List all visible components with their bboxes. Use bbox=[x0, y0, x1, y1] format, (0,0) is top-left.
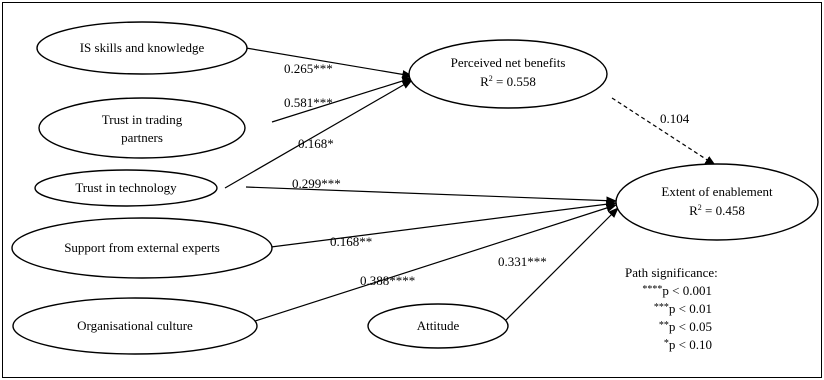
path-labels: 0.265*** 0.581*** 0.168* 0.299*** 0.168*… bbox=[284, 61, 690, 288]
node-benefits-label: Perceived net benefits bbox=[451, 55, 566, 70]
significance-text: p < 0.01 bbox=[669, 301, 712, 316]
node-enablement-r2-value: 0.458 bbox=[716, 203, 745, 218]
edge-is-skills-to-benefits bbox=[245, 47, 414, 79]
node-support-label: Support from external experts bbox=[64, 240, 220, 255]
path-label-benefits-enablement: 0.104 bbox=[660, 111, 690, 126]
node-culture: Organisational culture bbox=[12, 297, 258, 355]
significance-stars: *** bbox=[654, 302, 669, 313]
node-enablement: Extent of enablement R2 = 0.458 bbox=[615, 163, 819, 241]
significance-level: **p < 0.05 bbox=[659, 319, 712, 334]
node-trust-tech: Trust in technology bbox=[34, 169, 218, 207]
path-label-trust-tech-enablement: 0.299*** bbox=[292, 176, 341, 191]
node-trust-partners-label-1: Trust in trading bbox=[102, 112, 183, 127]
edge-culture-to-enablement bbox=[245, 203, 618, 325]
node-trust-partners: Trust in trading partners bbox=[38, 97, 246, 159]
edge-trust-tech-to-benefits bbox=[224, 79, 413, 189]
significance-stars: **** bbox=[642, 284, 662, 295]
significance-text: p < 0.001 bbox=[662, 283, 712, 298]
node-trust-tech-label: Trust in technology bbox=[75, 180, 177, 195]
significance-text: p < 0.10 bbox=[669, 337, 712, 352]
edge-support-to-enablement bbox=[270, 199, 618, 248]
node-attitude: Attitude bbox=[367, 303, 509, 349]
significance-stars: * bbox=[664, 338, 669, 349]
significance-level: ****p < 0.001 bbox=[642, 283, 712, 298]
edge-trust-tech-to-enablement bbox=[245, 186, 618, 205]
node-benefits-r2: R2 = 0.558 bbox=[480, 74, 536, 89]
node-attitude-label: Attitude bbox=[417, 318, 460, 333]
path-label-culture: 0.388**** bbox=[360, 273, 415, 288]
edge-trust-partners-to-benefits bbox=[271, 76, 414, 123]
path-label-trust-partners: 0.581*** bbox=[284, 95, 333, 110]
nodes: IS skills and knowledge Trust in trading… bbox=[11, 21, 819, 355]
node-enablement-r2: R2 = 0.458 bbox=[689, 203, 745, 218]
node-culture-label: Organisational culture bbox=[77, 318, 193, 333]
edges bbox=[224, 47, 716, 325]
significance-text: p < 0.05 bbox=[669, 319, 712, 334]
node-support: Support from external experts bbox=[11, 217, 273, 279]
path-label-support: 0.168** bbox=[330, 234, 372, 249]
node-enablement-label: Extent of enablement bbox=[661, 184, 773, 199]
node-is-skills: IS skills and knowledge bbox=[36, 21, 248, 75]
node-trust-partners-label-2: partners bbox=[121, 130, 163, 145]
path-label-attitude: 0.331*** bbox=[498, 254, 547, 269]
edge-benefits-to-enablement bbox=[611, 97, 716, 166]
significance-level: *p < 0.10 bbox=[664, 337, 712, 352]
significance-title: Path significance: bbox=[625, 265, 718, 280]
node-benefits-r2-value: 0.558 bbox=[507, 74, 536, 89]
node-is-skills-label: IS skills and knowledge bbox=[80, 40, 205, 55]
path-label-trust-tech-benefits: 0.168* bbox=[298, 136, 334, 151]
significance-stars: ** bbox=[659, 320, 669, 331]
path-label-is-skills: 0.265*** bbox=[284, 61, 333, 76]
significance-legend: Path significance: ****p < 0.001 ***p < … bbox=[625, 265, 718, 352]
edge-attitude-to-enablement bbox=[505, 207, 619, 321]
node-benefits: Perceived net benefits R2 = 0.558 bbox=[408, 39, 608, 109]
significance-level: ***p < 0.01 bbox=[654, 301, 712, 316]
